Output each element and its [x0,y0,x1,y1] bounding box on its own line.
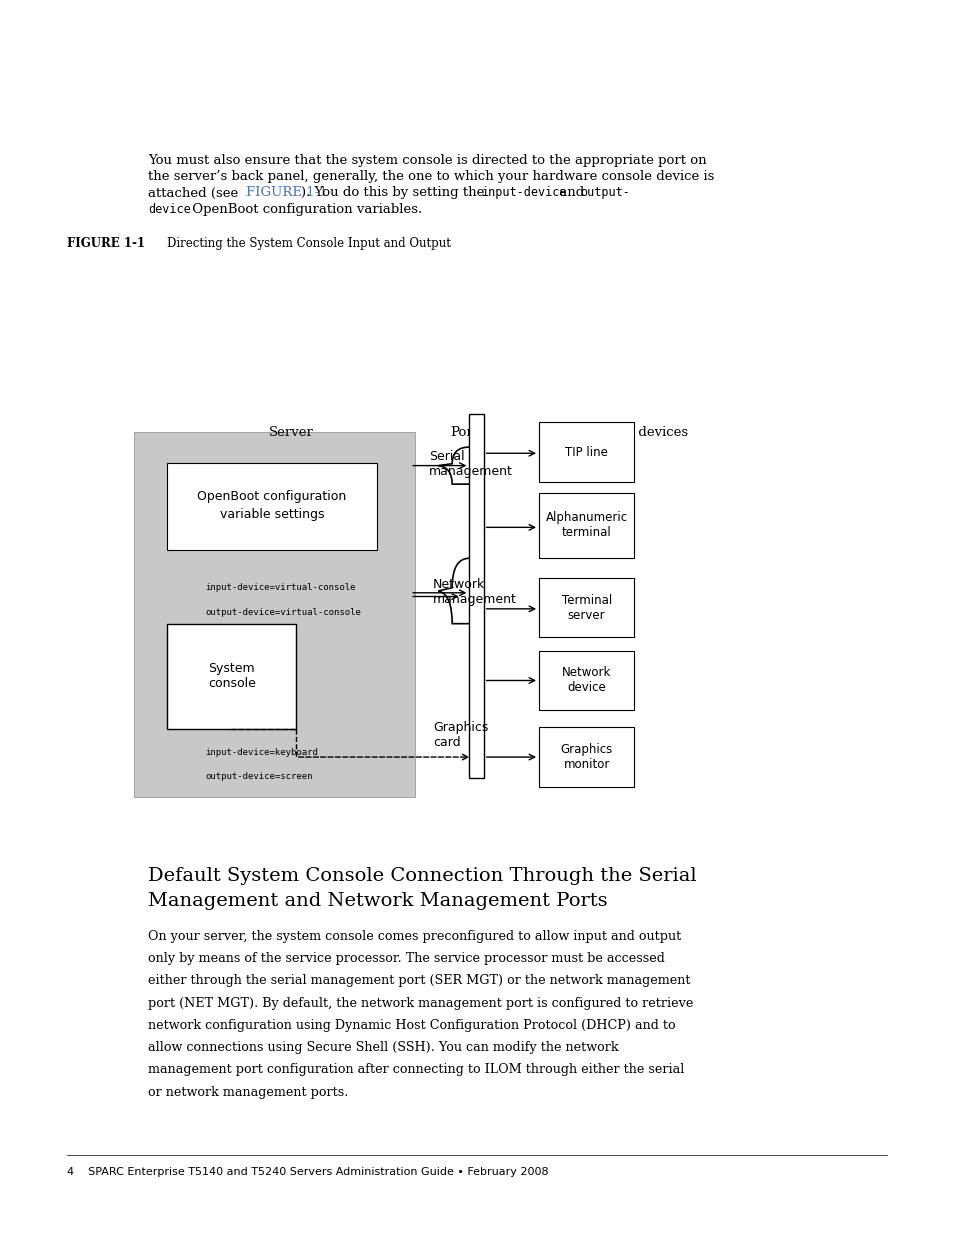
Text: Terminal
server: Terminal server [561,594,611,621]
Text: ). You do this by setting the: ). You do this by setting the [301,186,489,200]
Text: TIP line: TIP line [565,446,607,458]
Text: Serial
management: Serial management [429,450,513,478]
Text: input-device=keyboard: input-device=keyboard [205,748,317,757]
Text: System
console: System console [208,662,255,689]
Text: OpenBoot configuration variables.: OpenBoot configuration variables. [188,203,422,216]
Text: Directing the System Console Input and Output: Directing the System Console Input and O… [167,237,451,251]
Text: output-: output- [579,186,629,200]
Text: network configuration using Dynamic Host Configuration Protocol (DHCP) and to: network configuration using Dynamic Host… [148,1019,675,1032]
Text: Management and Network Management Ports: Management and Network Management Ports [148,892,607,910]
Text: FIGURE 1-1: FIGURE 1-1 [246,186,328,200]
Text: output-device=screen: output-device=screen [205,772,313,781]
Text: variable settings: variable settings [219,508,324,521]
Text: Ports: Ports [450,426,484,440]
Text: Network
management: Network management [433,578,517,606]
Text: Network
device: Network device [561,667,611,694]
Text: device: device [148,203,191,216]
Text: input-device: input-device [481,186,567,200]
FancyBboxPatch shape [538,578,634,637]
Text: Console devices: Console devices [580,426,687,440]
Text: Graphics
monitor: Graphics monitor [560,743,612,771]
Text: attached (see: attached (see [148,186,242,200]
Text: either through the serial management port (SER MGT) or the network management: either through the serial management por… [148,974,690,988]
Text: Server: Server [268,426,314,440]
Text: only by means of the service processor. The service processor must be accessed: only by means of the service processor. … [148,952,664,966]
Text: 4    SPARC Enterprise T5140 and T5240 Servers Administration Guide • February 20: 4 SPARC Enterprise T5140 and T5240 Serve… [67,1167,548,1177]
Text: or network management ports.: or network management ports. [148,1086,348,1099]
Text: the server’s back panel, generally, the one to which your hardware console devic: the server’s back panel, generally, the … [148,170,714,184]
Text: On your server, the system console comes preconfigured to allow input and output: On your server, the system console comes… [148,930,680,944]
Text: FIGURE 1-1: FIGURE 1-1 [67,237,145,251]
Text: allow connections using Secure Shell (SSH). You can modify the network: allow connections using Secure Shell (SS… [148,1041,618,1055]
FancyBboxPatch shape [538,422,634,482]
FancyBboxPatch shape [538,493,634,558]
Text: OpenBoot configuration: OpenBoot configuration [197,490,346,504]
Text: input-device=virtual-console: input-device=virtual-console [205,583,355,592]
FancyBboxPatch shape [538,651,634,710]
Text: output-device=virtual-console: output-device=virtual-console [205,608,360,616]
Text: port (NET MGT). By default, the network management port is configured to retriev: port (NET MGT). By default, the network … [148,997,693,1010]
Text: Default System Console Connection Through the Serial: Default System Console Connection Throug… [148,867,696,885]
FancyBboxPatch shape [167,624,295,729]
FancyBboxPatch shape [469,414,483,778]
Text: You must also ensure that the system console is directed to the appropriate port: You must also ensure that the system con… [148,154,706,168]
FancyBboxPatch shape [538,727,634,787]
Text: Graphics
card: Graphics card [433,721,488,750]
Text: Alphanumeric
terminal: Alphanumeric terminal [545,511,627,540]
FancyBboxPatch shape [167,463,376,550]
FancyBboxPatch shape [133,432,415,797]
Text: management port configuration after connecting to ILOM through either the serial: management port configuration after conn… [148,1063,683,1077]
Text: and: and [555,186,588,200]
